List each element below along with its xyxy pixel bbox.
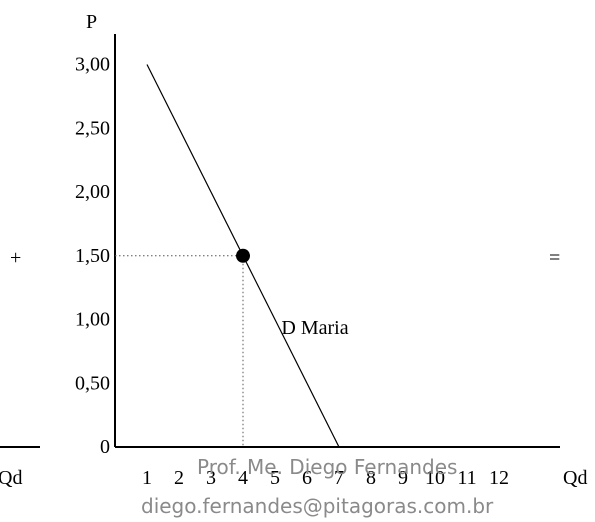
y-tick-label: 0,50 (75, 372, 110, 394)
equilibrium-point (236, 248, 250, 263)
y-tick-label: 3,00 (75, 54, 110, 76)
x-tick-label: 2 (174, 467, 184, 489)
x-tick-label: 12 (489, 467, 509, 489)
demand-line-label: D Maria (281, 317, 348, 339)
x-tick-label: 6 (302, 467, 312, 489)
x-tick-label: 5 (270, 467, 280, 489)
x-tick-label: 10 (425, 467, 445, 489)
left-axis-label: Qd (0, 467, 22, 489)
x-tick-label: 7 (334, 467, 344, 489)
x-tick-label: 4 (238, 467, 248, 489)
y-tick-label: 2,50 (75, 117, 110, 139)
x-tick-label: 11 (457, 467, 476, 489)
x-tick-label: 3 (206, 467, 216, 489)
y-tick-label: 0 (100, 436, 110, 458)
y-tick-label: 1,50 (75, 245, 110, 267)
x-tick-label: 9 (398, 467, 408, 489)
y-axis-label: P (86, 11, 97, 33)
x-tick-label: 8 (366, 467, 376, 489)
equals-operator: = (549, 247, 560, 269)
x-axis-label: Qd (563, 467, 587, 489)
y-tick-label: 1,00 (75, 309, 110, 331)
x-tick-label: 1 (142, 467, 152, 489)
watermark-email: diego.fernandes@pitagoras.com.br (141, 494, 494, 518)
plus-operator: + (10, 247, 21, 269)
y-tick-label: 2,00 (75, 181, 110, 203)
watermark-author: Prof. Me. Diego Fernandes (197, 455, 457, 479)
